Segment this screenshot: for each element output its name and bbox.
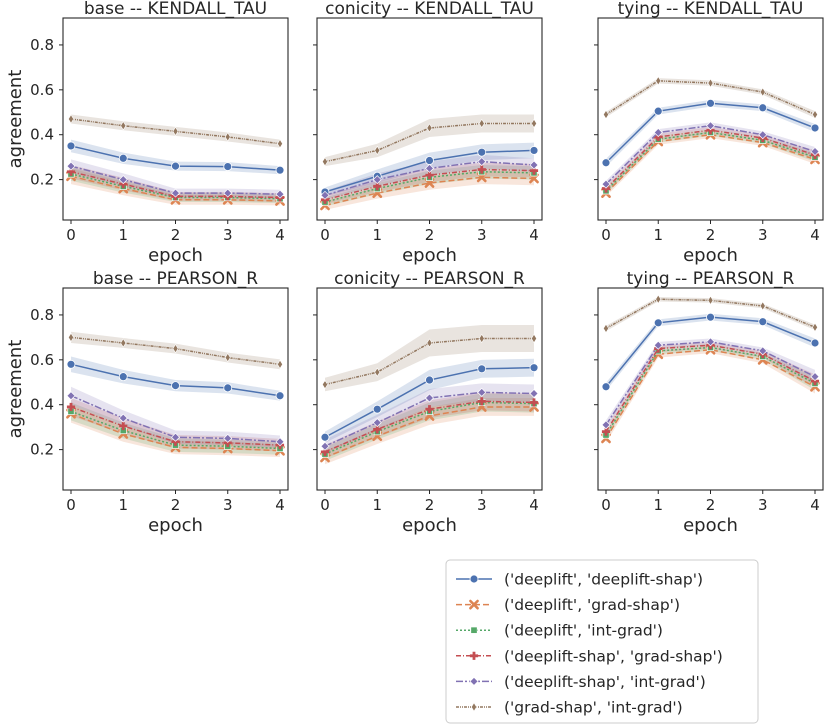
data-point-dl_dls	[373, 405, 381, 413]
x-tick-label: 3	[223, 226, 233, 244]
data-point-dl_dls	[478, 148, 486, 156]
y-tick-label: 0.6	[30, 81, 54, 99]
y-tick-label: 0.8	[30, 306, 54, 324]
data-point-dl_dls	[759, 104, 767, 112]
x-tick-label: 4	[810, 496, 820, 514]
data-point-dl_dls	[811, 339, 819, 347]
x-tick-label: 1	[372, 226, 382, 244]
x-tick-label: 1	[118, 496, 128, 514]
x-tick-label: 4	[529, 496, 539, 514]
x-tick-label: 1	[118, 226, 128, 244]
x-tick-label: 4	[529, 226, 539, 244]
x-tick-label: 3	[758, 226, 768, 244]
panel-3: tying -- KENDALL_TAU 0 1 2 3 4 epoch	[594, 0, 823, 266]
y-tick-label: 0.4	[30, 396, 54, 414]
x-tick-label: 3	[477, 226, 487, 244]
x-tick-label: 0	[601, 496, 611, 514]
x-tick-label: 4	[810, 226, 820, 244]
x-tick-label: 2	[425, 496, 435, 514]
x-tick-label: 1	[653, 226, 663, 244]
data-point-dl_dls	[67, 360, 75, 368]
x-tick-label: 2	[171, 226, 181, 244]
x-tick-label: 4	[275, 226, 285, 244]
x-tick-label: 1	[653, 496, 663, 514]
legend-marker	[470, 575, 478, 583]
x-axis-label: epoch	[402, 515, 457, 536]
data-point-dl_dls	[759, 318, 767, 326]
legend-label: ('deeplift-shap', 'int-grad')	[504, 673, 706, 691]
x-tick-label: 0	[66, 496, 76, 514]
data-point-dl_dls	[707, 99, 715, 107]
panel-5: conicity -- PEARSON_R 0 1 2 3 4 epoch	[313, 269, 542, 536]
panel-4: base -- PEARSON_R 0 1 2 3 4 epoch 0.2 0.4 0.6 0.8a…	[5, 269, 288, 536]
panel-title: base -- PEARSON_R	[93, 269, 258, 289]
panel-6: tying -- PEARSON_R 0 1 2 3 4 epoch	[594, 269, 823, 536]
data-point-dl_dls	[654, 319, 662, 327]
data-point-dl_dls	[478, 365, 486, 373]
x-tick-label: 2	[706, 496, 716, 514]
data-point-dl_dls	[276, 166, 284, 174]
x-tick-label: 1	[372, 496, 382, 514]
panel-title: base -- KENDALL_TAU	[84, 0, 267, 19]
data-point-dl_dls	[224, 163, 232, 171]
panel-1: base -- KENDALL_TAU 0 1 2 3 4 epoch 0.2 0.4 0.6 0.…	[5, 0, 288, 266]
x-tick-label: 3	[758, 496, 768, 514]
y-tick-label: 0.8	[30, 36, 54, 54]
legend: ('deeplift', 'deeplift-shap') ('deeplift'…	[446, 560, 758, 723]
x-tick-label: 0	[601, 226, 611, 244]
x-tick-label: 3	[477, 496, 487, 514]
data-point-dl_dls	[172, 162, 180, 170]
x-tick-label: 2	[171, 496, 181, 514]
data-point-dl_dls	[67, 142, 75, 150]
panel-title: tying -- PEARSON_R	[627, 269, 795, 289]
y-tick-label: 0.2	[30, 441, 54, 459]
y-tick-label: 0.4	[30, 126, 54, 144]
data-point-dl_dls	[172, 382, 180, 390]
x-tick-label: 4	[275, 496, 285, 514]
x-axis-label: epoch	[683, 245, 738, 266]
data-point-dl_dls	[426, 157, 434, 165]
panel-title: conicity -- PEARSON_R	[334, 269, 525, 289]
data-point-dl_dls	[530, 364, 538, 372]
x-axis-label: epoch	[402, 245, 457, 266]
data-point-dl_dls	[426, 376, 434, 384]
data-point-dl_dls	[654, 107, 662, 115]
y-axis-label: agreement	[5, 340, 26, 439]
legend-label: ('deeplift', 'grad-shap')	[504, 596, 680, 614]
data-point-dl_dls	[321, 433, 329, 441]
x-tick-label: 3	[223, 496, 233, 514]
x-tick-label: 2	[425, 226, 435, 244]
x-tick-label: 0	[66, 226, 76, 244]
figure: base -- KENDALL_TAU 0 1 2 3 4 epoch 0.2 0.4 0.6 0.…	[0, 0, 831, 728]
legend-label: ('deeplift', 'int-grad')	[504, 622, 663, 640]
x-tick-label: 0	[320, 496, 330, 514]
x-axis-label: epoch	[148, 245, 203, 266]
x-tick-label: 2	[706, 226, 716, 244]
data-point-dl_dls	[119, 373, 127, 381]
legend-label: ('deeplift-shap', 'grad-shap')	[504, 647, 723, 665]
panel-2: conicity -- KENDALL_TAU 0 1 2 3 4 epoch	[313, 0, 542, 266]
y-tick-label: 0.2	[30, 171, 54, 189]
legend-label: ('grad-shap', 'int-grad')	[504, 699, 683, 717]
data-point-dl_dls	[707, 313, 715, 321]
data-point-dl_dls	[530, 146, 538, 154]
data-point-dl_dls	[224, 384, 232, 392]
data-point-dl_dls	[602, 383, 610, 391]
data-point-dl_dls	[602, 159, 610, 167]
y-axis-label: agreement	[5, 70, 26, 169]
panel-title: tying -- KENDALL_TAU	[618, 0, 804, 19]
x-axis-label: epoch	[148, 515, 203, 536]
legend-label: ('deeplift', 'deeplift-shap')	[504, 571, 703, 589]
panel-title: conicity -- KENDALL_TAU	[325, 0, 534, 19]
x-tick-label: 0	[320, 226, 330, 244]
data-point-dl_dls	[119, 154, 127, 162]
y-tick-label: 0.6	[30, 351, 54, 369]
x-axis-label: epoch	[683, 515, 738, 536]
data-point-dl_dls	[811, 124, 819, 132]
legend-marker	[471, 627, 477, 633]
data-point-dl_dls	[276, 392, 284, 400]
